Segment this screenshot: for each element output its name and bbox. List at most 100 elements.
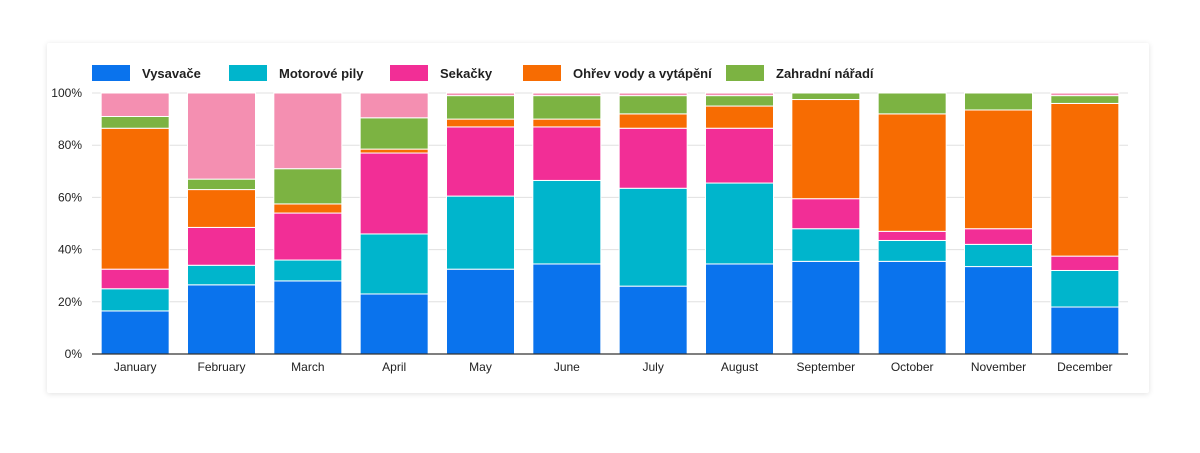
- bar-segment: [187, 92, 256, 180]
- bar-segment: [877, 230, 947, 241]
- bar-segment: [273, 92, 343, 170]
- legend-swatch: [390, 65, 428, 81]
- bar-segment: [446, 118, 515, 128]
- bar-segment: [705, 105, 774, 129]
- gridlines: [92, 92, 1128, 303]
- legend-item-zahradni-naradi[interactable]: Zahradní nářadí: [726, 63, 874, 83]
- legend-swatch: [92, 65, 130, 81]
- bar-segment: [1050, 102, 1120, 257]
- bar-segment: [964, 243, 1033, 268]
- bar-segment: [100, 127, 170, 270]
- bar-segment: [100, 288, 170, 312]
- bar-segment: [705, 127, 774, 184]
- legend-label: Zahradní nářadí: [776, 65, 874, 81]
- bar-segment: [187, 226, 256, 266]
- y-tick-label: 80%: [58, 138, 82, 152]
- legend-item-sekacky[interactable]: Sekačky: [390, 63, 492, 83]
- bar-segment: [791, 198, 861, 230]
- x-tick-label: September: [796, 360, 855, 374]
- x-tick-label: February: [197, 360, 245, 374]
- bar-segment: [446, 92, 515, 97]
- bar-segment: [791, 99, 861, 200]
- bar-segment: [446, 126, 515, 197]
- legend-label: Vysavače: [142, 65, 201, 81]
- bar-segment: [532, 92, 602, 97]
- bar-segment: [877, 260, 947, 355]
- bar-segment: [791, 260, 861, 355]
- bar-segment: [1050, 269, 1120, 308]
- bars: [100, 92, 1120, 355]
- bar-segment: [964, 109, 1033, 230]
- bar-segment: [187, 178, 256, 191]
- axes: 0% 20% 40% 60% 80% 100% January February March Ap…: [51, 86, 1128, 374]
- bar-segment: [705, 182, 774, 265]
- bar-segment: [618, 92, 688, 97]
- bar-segment: [877, 92, 947, 115]
- legend-item-ohrev-vody[interactable]: Ohřev vody a vytápění: [523, 63, 712, 83]
- bar-segment: [359, 117, 429, 150]
- bar-segment: [877, 113, 947, 232]
- bar-segment: [964, 228, 1033, 245]
- bar-segment: [618, 127, 688, 189]
- bar-segment: [100, 310, 170, 355]
- bar-segment: [446, 268, 515, 355]
- bar-segment: [532, 179, 602, 265]
- x-tick-label: December: [1057, 360, 1112, 374]
- bar-segment: [359, 152, 429, 235]
- bar-segment: [273, 259, 343, 282]
- x-tick-label: November: [971, 360, 1026, 374]
- bar-segment: [618, 95, 688, 115]
- bar-segment: [618, 113, 688, 129]
- bar-segment: [1050, 92, 1120, 97]
- x-tick-label: May: [469, 360, 492, 374]
- bar-segment: [532, 95, 602, 120]
- legend-swatch: [523, 65, 561, 81]
- bar-segment: [273, 203, 343, 214]
- bar-segment: [1050, 95, 1120, 104]
- bar-segment: [877, 239, 947, 262]
- bar-segment: [187, 189, 256, 228]
- bar-segment: [446, 195, 515, 270]
- legend-swatch: [726, 65, 764, 81]
- bar-segment: [964, 92, 1033, 111]
- bar-segment: [1050, 306, 1120, 355]
- x-tick-label: April: [382, 360, 406, 374]
- bar-segment: [359, 293, 429, 355]
- bar-segment: [532, 263, 602, 355]
- bar-segment: [1050, 255, 1120, 271]
- bar-segment: [187, 264, 256, 286]
- bar-segment: [273, 212, 343, 261]
- bar-segment: [100, 268, 170, 290]
- bar-segment: [618, 285, 688, 355]
- bar-segment: [705, 95, 774, 107]
- legend-item-motorove-pily[interactable]: Motorové pily: [229, 63, 364, 83]
- bar-segment: [532, 118, 602, 128]
- bar-segment: [359, 92, 429, 119]
- bar-segment: [791, 228, 861, 262]
- x-tick-label: March: [291, 360, 324, 374]
- bar-segment: [359, 148, 429, 154]
- legend-item-vysavace[interactable]: Vysavače: [92, 63, 201, 83]
- y-tick-label: 60%: [58, 190, 82, 204]
- bar-segment: [273, 168, 343, 205]
- legend-label: Sekačky: [440, 65, 493, 81]
- bar-segment: [100, 115, 170, 129]
- bar-segment: [791, 92, 861, 101]
- bar-segment: [187, 284, 256, 355]
- y-tick-label: 40%: [58, 243, 82, 257]
- y-tick-label: 0%: [65, 347, 83, 361]
- bar-segment: [964, 266, 1033, 355]
- x-tick-label: August: [721, 360, 759, 374]
- legend-swatch: [229, 65, 267, 81]
- bar-segment: [446, 95, 515, 120]
- bar-segment: [273, 280, 343, 355]
- x-tick-label: June: [554, 360, 580, 374]
- y-tick-label: 100%: [51, 86, 82, 100]
- bar-segment: [705, 263, 774, 355]
- legend-label: Ohřev vody a vytápění: [573, 65, 712, 81]
- x-tick-label: July: [642, 360, 663, 374]
- bar-segment: [100, 92, 170, 117]
- bar-segment: [618, 187, 688, 287]
- legend-label: Motorové pily: [279, 65, 364, 81]
